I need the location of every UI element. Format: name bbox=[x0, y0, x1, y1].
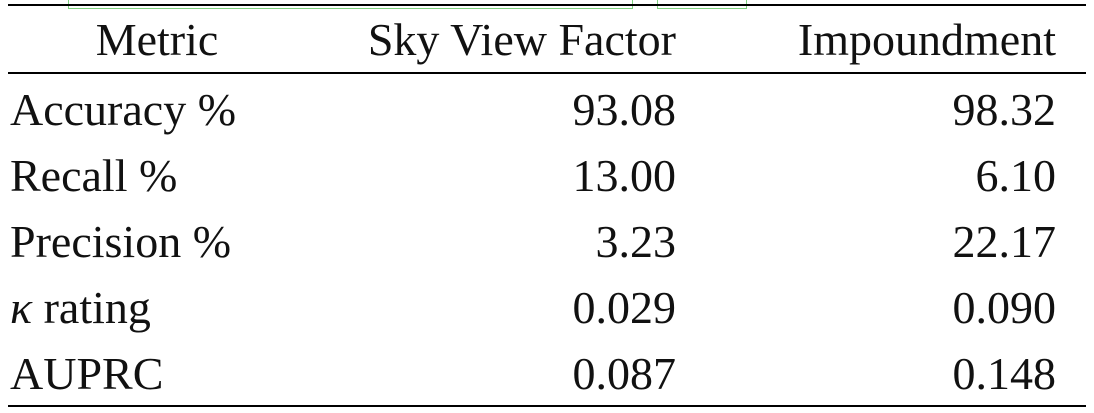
cell-impoundment: 0.148 bbox=[952, 347, 1057, 399]
row-label-recall: Recall % bbox=[10, 149, 178, 201]
cell-sky-view-factor: 3.23 bbox=[595, 215, 677, 267]
table-row: AUPRC 0.087 0.148 bbox=[8, 340, 1086, 406]
table-row: Accuracy % 93.08 98.32 bbox=[8, 72, 1086, 142]
row-label-precision: Precision % bbox=[10, 215, 232, 267]
header-impoundment: Impoundment bbox=[797, 13, 1056, 65]
header-metric: Metric bbox=[95, 13, 219, 65]
table-top-rule bbox=[8, 4, 1086, 6]
table-row: Recall % 13.00 6.10 bbox=[8, 142, 1086, 208]
cell-impoundment: 98.32 bbox=[952, 83, 1057, 135]
row-label-kappa-rating: κ rating bbox=[8, 274, 326, 340]
table-row: κ rating 0.029 0.090 bbox=[8, 274, 1086, 340]
kappa-symbol: κ bbox=[10, 281, 33, 333]
cell-impoundment: 6.10 bbox=[975, 149, 1057, 201]
row-label-accuracy: Accuracy % bbox=[10, 83, 237, 135]
table-header-rule bbox=[8, 72, 1086, 74]
table-header-row: Metric Sky View Factor Impoundment bbox=[8, 6, 1086, 72]
table-row: Precision % 3.23 22.17 bbox=[8, 208, 1086, 274]
cell-sky-view-factor: 13.00 bbox=[572, 149, 677, 201]
table-bottom-rule bbox=[8, 405, 1086, 407]
results-table: Metric Sky View Factor Impoundment Accur… bbox=[8, 6, 1086, 406]
cell-sky-view-factor: 0.029 bbox=[572, 281, 677, 333]
row-label-text: rating bbox=[43, 281, 151, 333]
header-sky-view-factor: Sky View Factor bbox=[367, 13, 676, 65]
cell-sky-view-factor: 0.087 bbox=[572, 347, 677, 399]
cell-impoundment: 0.090 bbox=[952, 281, 1057, 333]
row-label-auprc: AUPRC bbox=[10, 347, 164, 399]
cell-sky-view-factor: 93.08 bbox=[572, 83, 677, 135]
cell-impoundment: 22.17 bbox=[952, 215, 1057, 267]
